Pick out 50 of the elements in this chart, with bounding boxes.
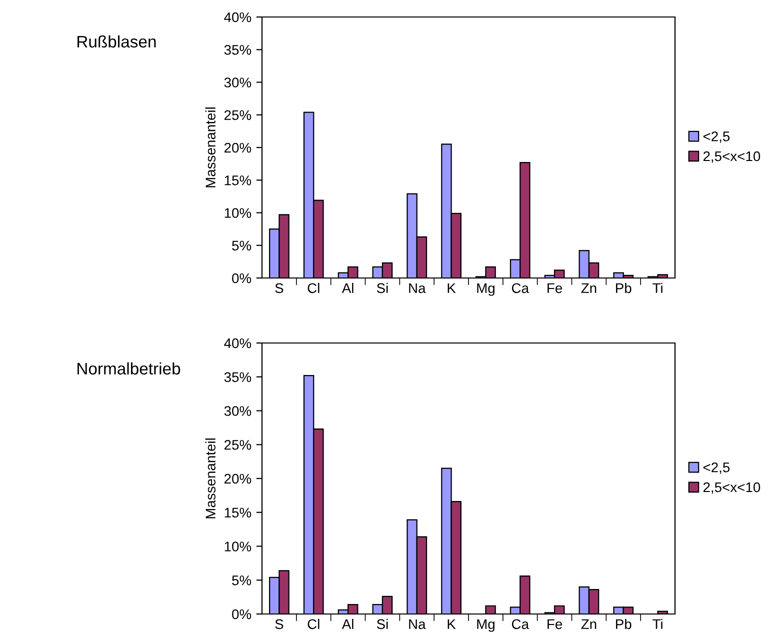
y-tick-label: 25% bbox=[224, 110, 252, 120]
y-tick-label: 40% bbox=[224, 338, 252, 348]
x-tick-label: Al bbox=[342, 282, 354, 293]
y-tick-label: 15% bbox=[224, 176, 252, 186]
x-tick-label: Pb bbox=[616, 282, 632, 294]
x-tick-label: Ti bbox=[652, 618, 662, 629]
x-tick-label: Pb bbox=[616, 618, 632, 630]
y-tick-label: 20% bbox=[224, 474, 252, 484]
x-tick-label: K bbox=[448, 283, 456, 293]
x-tick-label: Na bbox=[409, 619, 426, 630]
legend-label: 2,5<x<10 bbox=[703, 151, 760, 163]
y-axis-title: Massenanteil bbox=[205, 108, 216, 188]
x-tick-label: Cl bbox=[308, 618, 320, 630]
y-tick-label: 20% bbox=[224, 142, 252, 153]
text: Normalbetrieb bbox=[78, 362, 180, 375]
x-tick-label: Fe bbox=[548, 283, 562, 294]
x-tick-label: K bbox=[448, 619, 456, 629]
x-tick-label: Al bbox=[342, 618, 354, 629]
y-tick-label: 5% bbox=[232, 576, 252, 586]
text: Rußblasen bbox=[78, 35, 156, 48]
x-tick-label: S bbox=[275, 283, 284, 294]
y-tick-label: 15% bbox=[224, 508, 252, 518]
y-axis-title: Massenanteil bbox=[205, 438, 216, 518]
x-tick-label: Zn bbox=[581, 619, 596, 629]
y-tick-label: 25% bbox=[224, 440, 252, 450]
x-tick-label: Ca bbox=[512, 283, 529, 294]
x-tick-label: Mg bbox=[477, 619, 494, 632]
x-tick-label: Ti bbox=[652, 282, 662, 293]
x-tick-label: Na bbox=[409, 283, 426, 294]
legend-label: <2,5 bbox=[703, 462, 730, 474]
x-tick-label: Ca bbox=[512, 619, 529, 630]
y-tick-label: 0% bbox=[232, 273, 252, 284]
y-tick-label: 5% bbox=[232, 240, 252, 251]
x-tick-label: S bbox=[275, 619, 284, 630]
x-tick-label: Mg bbox=[477, 283, 494, 296]
y-tick-label: 30% bbox=[224, 406, 252, 416]
x-tick-label: Si bbox=[376, 282, 388, 294]
x-tick-label: Zn bbox=[581, 283, 596, 293]
legend-label: 2,5<x<10 bbox=[703, 482, 760, 494]
y-tick-label: 35% bbox=[224, 372, 252, 382]
y-tick-label: 40% bbox=[224, 12, 252, 22]
y-tick-label: 10% bbox=[224, 208, 252, 218]
y-tick-label: 35% bbox=[224, 44, 252, 55]
y-tick-label: 10% bbox=[224, 542, 252, 552]
y-tick-label: 30% bbox=[224, 78, 252, 88]
legend-label: <2,5 bbox=[703, 131, 730, 143]
x-tick-label: Fe bbox=[548, 619, 562, 630]
y-tick-label: 0% bbox=[232, 609, 252, 620]
x-tick-label: Si bbox=[376, 618, 388, 630]
x-tick-label: Cl bbox=[308, 282, 320, 294]
